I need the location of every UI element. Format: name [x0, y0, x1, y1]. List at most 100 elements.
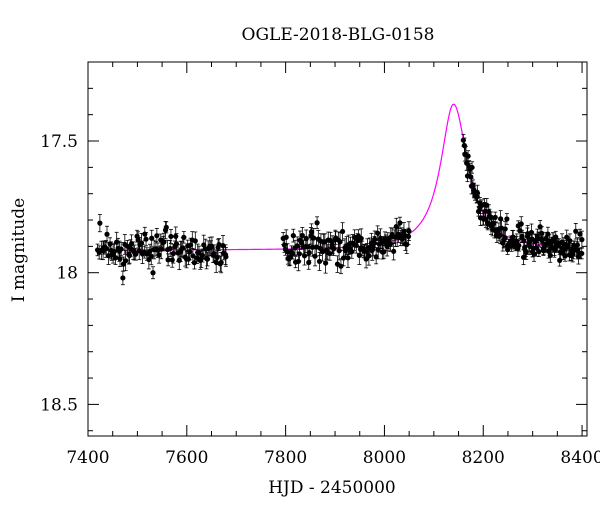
point-marker [465, 153, 471, 159]
data-point [327, 246, 333, 261]
point-marker [176, 257, 182, 263]
data-point [520, 249, 527, 266]
point-marker [375, 230, 381, 236]
data-point [181, 231, 187, 244]
point-marker [165, 257, 171, 263]
data-point [306, 255, 312, 270]
point-marker [397, 220, 403, 226]
point-marker [486, 209, 492, 215]
point-marker [327, 250, 333, 257]
point-marker [484, 202, 490, 208]
point-marker [301, 253, 308, 259]
model-curve [97, 103, 585, 251]
point-marker [148, 253, 154, 259]
data-point [516, 239, 522, 252]
point-marker [290, 233, 296, 239]
point-marker [299, 232, 305, 239]
point-marker [306, 259, 312, 266]
point-marker [577, 231, 583, 237]
data-point [406, 221, 412, 242]
point-marker [104, 231, 110, 237]
point-marker [518, 221, 524, 227]
data-point [359, 240, 365, 256]
model-layer [97, 103, 585, 251]
point-marker [564, 234, 570, 240]
point-marker [136, 248, 142, 254]
point-marker [218, 260, 224, 266]
data-point [573, 223, 579, 240]
y-axis-label: I magnitude [9, 198, 29, 302]
point-marker [204, 256, 211, 262]
point-marker [531, 251, 537, 257]
point-marker [154, 233, 160, 239]
data-point [97, 214, 103, 233]
chart-title: OGLE-2018-BLG-0158 [242, 25, 435, 45]
point-marker [123, 258, 129, 264]
data-point [311, 227, 317, 249]
ticks-layer: 7400 7600 7800 8000 8200 8400 17.5 18 18.5 [40, 61, 600, 468]
point-marker [143, 236, 149, 242]
point-marker [339, 228, 346, 235]
point-marker [540, 247, 547, 253]
point-marker [565, 242, 571, 248]
data-point [379, 236, 385, 249]
data-point [465, 150, 471, 162]
data-point [216, 238, 222, 251]
data-point [518, 216, 524, 232]
point-marker [528, 229, 535, 236]
point-marker [220, 243, 226, 249]
data-point [339, 222, 346, 241]
point-marker [180, 245, 186, 251]
point-marker [306, 250, 312, 256]
point-marker [516, 242, 522, 249]
point-marker [135, 237, 141, 243]
point-marker [579, 237, 585, 243]
point-marker [573, 228, 579, 234]
data-point [338, 258, 344, 275]
point-marker [185, 256, 191, 262]
point-marker [103, 246, 109, 252]
point-marker [283, 234, 289, 240]
point-marker [379, 239, 385, 246]
point-marker [169, 257, 175, 263]
data-point [192, 231, 198, 251]
data-point [397, 216, 403, 229]
point-marker [150, 270, 156, 276]
data-point [375, 225, 381, 241]
data-point [536, 246, 542, 258]
plot-frame [87, 61, 588, 437]
point-marker [579, 250, 585, 257]
x-tick-label: 7400 [66, 448, 109, 468]
point-marker [163, 224, 169, 230]
point-marker [358, 235, 364, 242]
data-point [163, 221, 169, 234]
point-marker [547, 252, 553, 258]
data-point [492, 211, 498, 224]
data-point [211, 244, 217, 263]
points-layer [94, 133, 585, 286]
point-marker [557, 257, 563, 263]
x-tick-label: 8000 [363, 448, 406, 468]
point-marker [191, 260, 197, 266]
data-point [165, 253, 171, 267]
point-marker [469, 164, 475, 171]
point-marker [167, 245, 173, 252]
point-marker [372, 236, 378, 242]
x-tick-label: 8200 [462, 448, 505, 468]
data-point [223, 246, 229, 267]
point-marker [199, 252, 206, 259]
point-marker [112, 255, 119, 261]
point-marker [521, 238, 527, 244]
data-point [123, 250, 129, 272]
point-marker [294, 243, 300, 249]
x-tick-label: 7600 [165, 448, 208, 468]
data-point [314, 216, 320, 230]
x-tick-label: 8400 [560, 448, 600, 468]
data-point [504, 213, 510, 225]
data-point [469, 161, 475, 174]
point-marker [504, 216, 510, 222]
point-marker [311, 235, 317, 241]
y-tick-label: 17.5 [40, 132, 78, 152]
point-marker [118, 246, 124, 252]
